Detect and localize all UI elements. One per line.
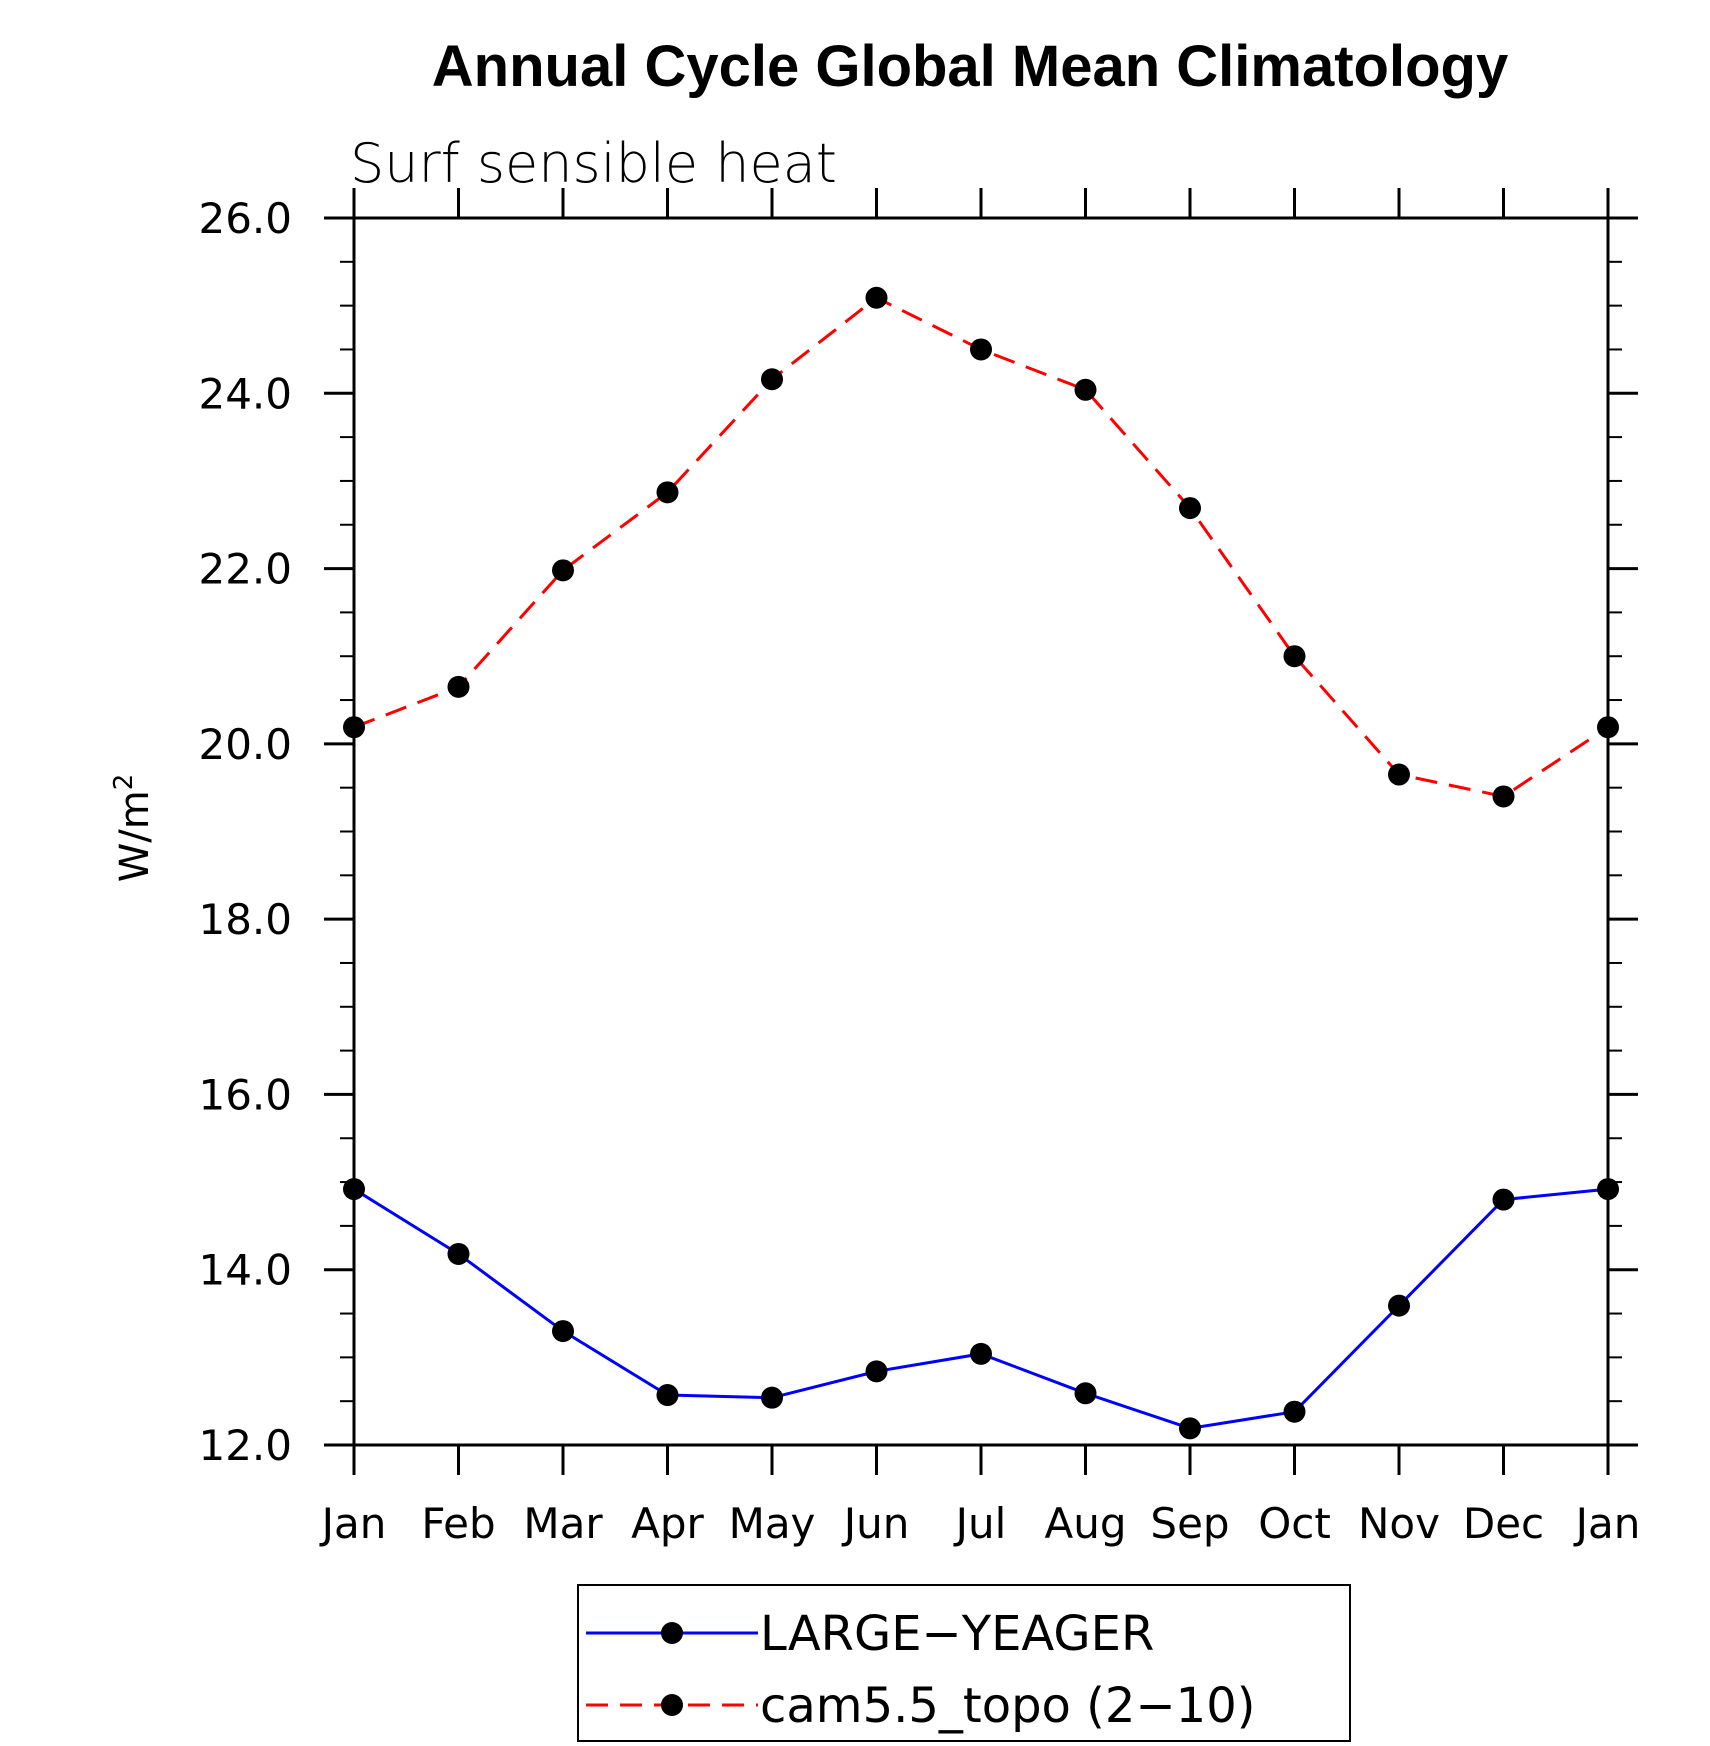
data-point	[343, 716, 365, 739]
data-point	[656, 1384, 679, 1407]
legend-box	[577, 1584, 1351, 1742]
y-tick-label: 26.0	[198, 194, 292, 243]
x-tick-label: Feb	[421, 1499, 495, 1548]
data-point	[1074, 378, 1097, 401]
y-tick-label: 18.0	[198, 895, 292, 944]
plot-frame	[352, 216, 1610, 1447]
y-tick-label: 20.0	[198, 720, 292, 769]
legend: LARGE−YEAGER cam5.5_topo (2−10)	[577, 1584, 1351, 1742]
data-point	[1597, 716, 1619, 739]
legend-label: LARGE−YEAGER	[760, 1606, 1154, 1662]
chart-title: Annual Cycle Global Mean Climatology	[432, 34, 1508, 99]
data-point	[447, 1242, 470, 1265]
legend-label: cam5.5_topo (2−10)	[760, 1678, 1255, 1734]
data-point	[552, 1320, 574, 1343]
x-tick-label: Mar	[523, 1499, 603, 1548]
y-tick-label: 24.0	[198, 369, 292, 418]
legend-swatch-marker	[661, 1694, 683, 1716]
data-point	[343, 1178, 365, 1201]
data-point	[1179, 1417, 1201, 1440]
data-point	[1074, 1382, 1097, 1405]
data-point	[970, 338, 992, 361]
x-tick-label: Oct	[1258, 1499, 1331, 1548]
data-point	[761, 1386, 783, 1409]
y-axis-label-text: W/m	[112, 790, 158, 882]
data-point	[447, 675, 470, 698]
data-point	[1179, 497, 1201, 520]
x-tick-label: Jan	[1573, 1499, 1641, 1548]
x-tick-label: Apr	[631, 1499, 704, 1548]
chart-subtitle: Surf sensible heat	[350, 132, 837, 195]
series-line	[353, 295, 1609, 799]
x-tick-label: Jan	[319, 1499, 387, 1548]
data-point	[865, 286, 888, 309]
y-tick-label: 22.0	[198, 545, 292, 594]
data-point	[1388, 763, 1410, 786]
data-point	[865, 1360, 888, 1383]
data-point	[552, 559, 574, 582]
data-point	[761, 368, 783, 391]
data-point	[1597, 1178, 1619, 1201]
y-tick-label: 12.0	[198, 1421, 292, 1470]
data-point	[1492, 785, 1515, 808]
y-axis-label: W/m2	[109, 774, 158, 883]
x-tick-label: Jul	[953, 1499, 1007, 1548]
series-0	[343, 1178, 1619, 1440]
x-tick-label: Aug	[1044, 1499, 1126, 1548]
series-line	[353, 1187, 1609, 1430]
x-tick-label: Jun	[841, 1499, 910, 1548]
x-tick-label: Sep	[1150, 1499, 1229, 1548]
series-1	[343, 286, 1619, 808]
series-layer	[343, 286, 1619, 1440]
plot-axes: Jan Feb Mar Apr May Jun Jul Aug Sep Oct Nov Dec Jan 1…	[198, 188, 1640, 1548]
x-tick-label: May	[729, 1499, 816, 1548]
x-tick-label: Nov	[1358, 1499, 1440, 1548]
data-point	[1388, 1294, 1410, 1317]
y-axis-label-superscript: 2	[109, 774, 139, 791]
data-point	[1283, 645, 1306, 668]
legend-swatch-marker	[661, 1622, 683, 1644]
data-point	[1283, 1400, 1306, 1423]
data-point	[1492, 1188, 1515, 1211]
data-point	[970, 1342, 992, 1365]
y-tick-label: 16.0	[198, 1070, 292, 1119]
data-point	[656, 481, 679, 504]
y-tick-label: 14.0	[198, 1246, 292, 1295]
x-tick-label: Dec	[1463, 1499, 1544, 1548]
